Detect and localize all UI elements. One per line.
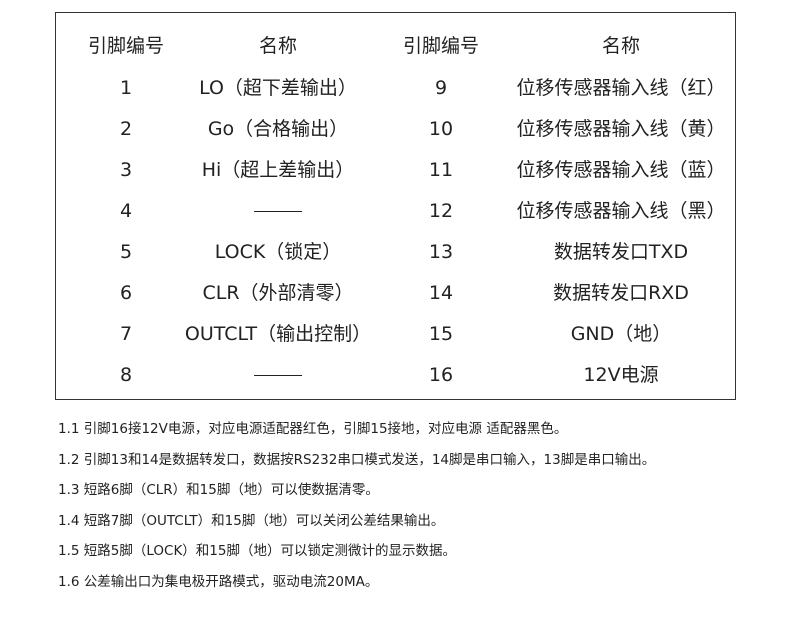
pin-number: 14 — [428, 282, 454, 304]
pin-number: 5 — [119, 241, 133, 263]
empty-dash — [254, 211, 302, 212]
pin-name: CLR（外部清零） — [202, 282, 354, 304]
pin-name: 数据转发口RXD — [553, 282, 689, 304]
pin-table: 引脚编号 名称 引脚编号 名称 1 LO（超下差输出） 9 位移传感器输入线（红） 2 G… — [55, 12, 736, 400]
pin-number: 7 — [119, 323, 133, 345]
pin-number: 4 — [119, 200, 133, 222]
pin-name: GND（地） — [570, 323, 672, 345]
notes-list: 1.1 引脚16接12V电源，对应电源适配器红色，引脚15接地，对应电源 适配器… — [58, 414, 655, 597]
pin-number: 8 — [119, 364, 133, 386]
pin-name: LOCK（锁定） — [214, 241, 342, 263]
note-item: 1.3 短路6脚（CLR）和15脚（地）可以使数据清零。 — [58, 482, 379, 498]
pin-number: 15 — [428, 323, 454, 345]
pin-number: 1 — [119, 77, 133, 99]
pin-number: 9 — [434, 77, 448, 99]
note-item: 1.4 短路7脚（OUTCLT）和15脚（地）可以关闭公差结果输出。 — [58, 512, 445, 529]
note-item: 1.2 引脚13和14是数据转发口，数据按RS232串口模式发送，14脚是串口输… — [58, 451, 656, 468]
table-row: 1 LO（超下差输出） 9 位移传感器输入线（红） — [56, 73, 735, 103]
pin-number: 16 — [428, 364, 454, 386]
empty-dash — [254, 375, 302, 376]
header-pin-a: 引脚编号 — [87, 35, 165, 57]
pin-name: LO（超下差输出） — [199, 77, 357, 99]
pin-name: OUTCLT（输出控制） — [184, 323, 372, 345]
table-row: 4 12 位移传感器输入线（黑） — [56, 196, 735, 226]
table-row: 2 Go（合格输出） 10 位移传感器输入线（黄） — [56, 114, 735, 144]
table-row: 6 CLR（外部清零） 14 数据转发口RXD — [56, 278, 735, 308]
pin-name: 位移传感器输入线（蓝） — [516, 159, 726, 181]
pin-name — [254, 196, 302, 226]
pin-name: Hi（超上差输出） — [201, 159, 355, 181]
pin-number: 6 — [119, 282, 133, 304]
pin-name — [254, 360, 302, 390]
pin-number: 2 — [119, 118, 133, 140]
pin-name: 位移传感器输入线（黄） — [516, 118, 726, 140]
pin-name: 位移传感器输入线（黑） — [516, 200, 726, 222]
pin-number: 11 — [428, 159, 454, 181]
note-item: 1.6 公差输出口为集电极开路模式，驱动电流20MA。 — [58, 573, 379, 590]
pin-name: 12V电源 — [583, 364, 659, 386]
pin-number: 3 — [119, 159, 133, 181]
table-row: 8 16 12V电源 — [56, 360, 735, 390]
header-name-b: 名称 — [601, 35, 641, 57]
pin-name: 位移传感器输入线（红） — [516, 77, 726, 99]
header-pin-b: 引脚编号 — [402, 35, 480, 57]
table-row: 5 LOCK（锁定） 13 数据转发口TXD — [56, 237, 735, 267]
pin-number: 10 — [428, 118, 454, 140]
note-item: 1.5 短路5脚（LOCK）和15脚（地）可以锁定测微计的显示数据。 — [58, 543, 456, 559]
pin-number: 13 — [428, 241, 454, 263]
note-item: 1.1 引脚16接12V电源，对应电源适配器红色，引脚15接地，对应电源 适配器… — [58, 421, 568, 437]
table-row: 7 OUTCLT（输出控制） 15 GND（地） — [56, 319, 735, 349]
table-header: 引脚编号 名称 引脚编号 名称 — [56, 31, 735, 61]
pin-number: 12 — [428, 200, 454, 222]
pin-name: Go（合格输出） — [207, 118, 349, 140]
pin-name: 数据转发口TXD — [553, 241, 689, 263]
header-name-a: 名称 — [258, 35, 298, 57]
table-row: 3 Hi（超上差输出） 11 位移传感器输入线（蓝） — [56, 155, 735, 185]
